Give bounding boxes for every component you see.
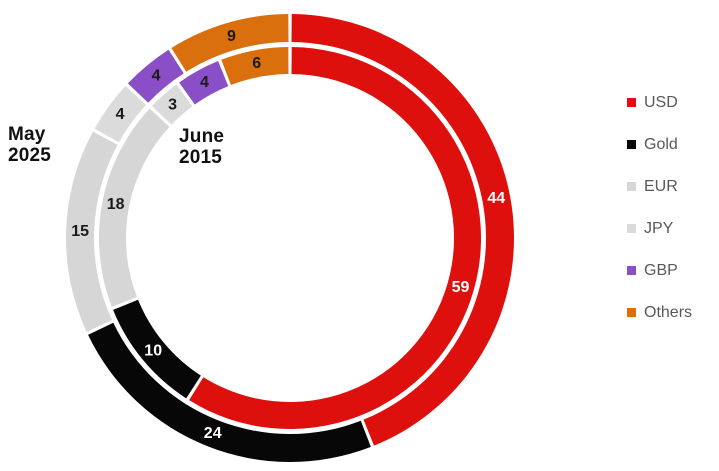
legend-item-gbp: GBP xyxy=(627,261,692,280)
legend-item-jpy: JPY xyxy=(627,219,692,238)
segment-june-2015-jpy xyxy=(151,84,193,125)
legend-label-eur: EUR xyxy=(644,177,678,195)
segment-value-label: 6 xyxy=(252,55,261,72)
segment-may-2025-jpy xyxy=(94,85,147,143)
segment-value-label: 59 xyxy=(452,279,470,296)
legend-item-others: Others xyxy=(627,303,692,322)
legend-label-others: Others xyxy=(644,303,693,321)
outer-ring-period-line2: 2025 xyxy=(8,145,52,166)
legend-label-jpy: JPY xyxy=(644,219,674,237)
legend: USD Gold EUR JPY GBP Others xyxy=(627,93,692,345)
segment-value-label: 10 xyxy=(144,343,162,360)
legend-swatch-jpy xyxy=(627,224,636,233)
segment-value-label: 4 xyxy=(152,68,161,85)
outer-ring-period-line1: May xyxy=(8,124,46,145)
outer-ring-period-label: May 2025 xyxy=(8,124,51,166)
legend-label-usd: USD xyxy=(644,93,678,111)
legend-swatch-others xyxy=(627,308,636,317)
segment-value-label: 9 xyxy=(227,28,236,45)
legend-label-gold: Gold xyxy=(644,135,678,153)
segment-value-label: 18 xyxy=(107,196,125,213)
segment-value-label: 15 xyxy=(71,223,89,240)
legend-item-usd: USD xyxy=(627,93,692,112)
segment-may-2025-gbp xyxy=(127,49,184,103)
segment-value-label: 4 xyxy=(116,106,125,123)
inner-ring-period-line2: 2015 xyxy=(179,147,223,168)
segment-may-2025-usd xyxy=(291,14,514,446)
inner-ring-period-line1: June xyxy=(179,126,225,147)
legend-label-gbp: GBP xyxy=(644,261,678,279)
segment-june-2015-usd xyxy=(189,47,482,430)
legend-swatch-usd xyxy=(627,98,636,107)
segment-may-2025-gold xyxy=(88,322,371,462)
segment-june-2015-gold xyxy=(113,299,201,399)
segment-june-2015-others xyxy=(221,47,289,85)
inner-ring-period-label: June 2015 xyxy=(179,126,224,168)
legend-swatch-gold xyxy=(627,140,636,149)
segment-value-label: 24 xyxy=(204,425,222,442)
segment-value-label: 4 xyxy=(200,74,209,91)
segment-value-label: 44 xyxy=(487,190,505,207)
segment-june-2015-gbp xyxy=(179,61,229,105)
segment-may-2025-others xyxy=(171,14,289,72)
legend-item-gold: Gold xyxy=(627,135,692,154)
segment-value-label: 3 xyxy=(168,96,177,113)
segment-may-2025-eur xyxy=(66,131,118,332)
legend-item-eur: EUR xyxy=(627,177,692,196)
legend-swatch-eur xyxy=(627,182,636,191)
segment-june-2015-eur xyxy=(99,108,170,307)
legend-swatch-gbp xyxy=(627,266,636,275)
